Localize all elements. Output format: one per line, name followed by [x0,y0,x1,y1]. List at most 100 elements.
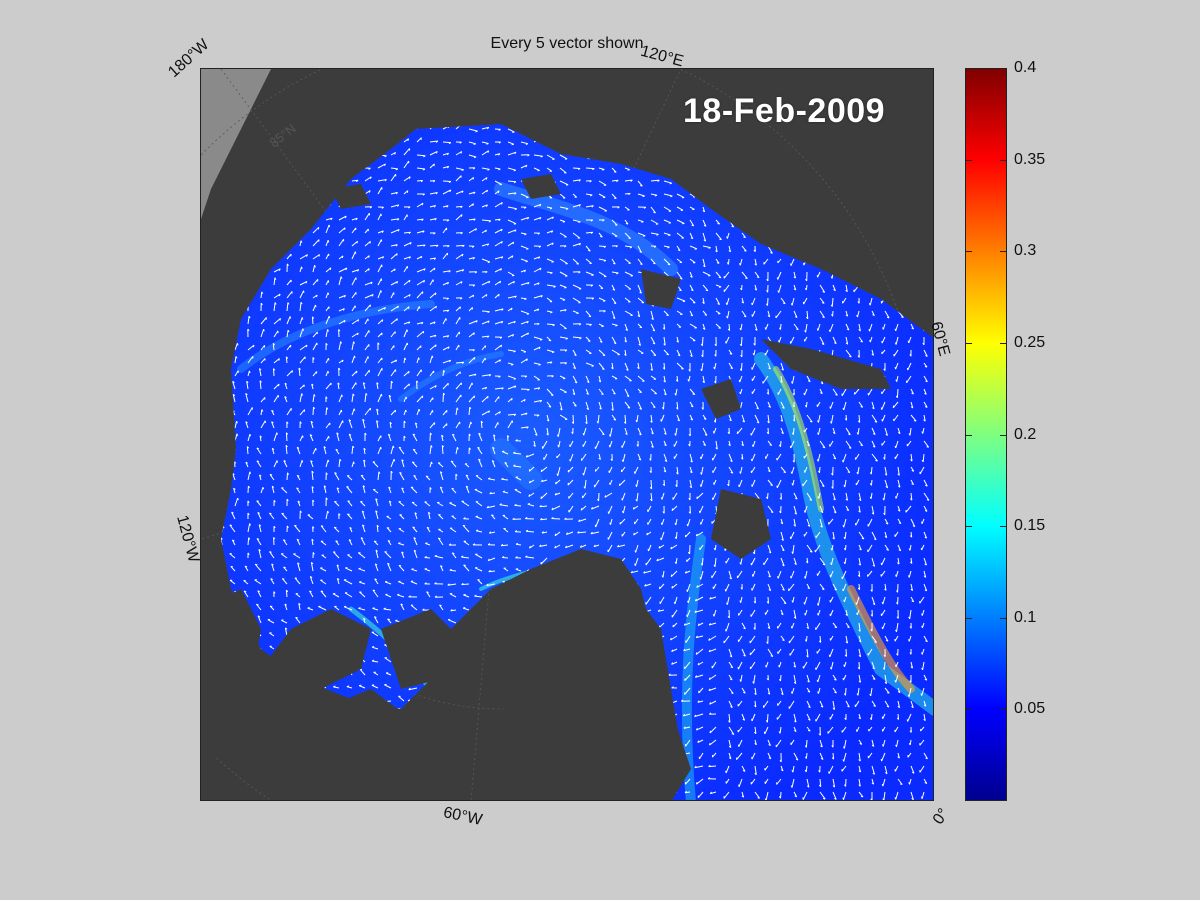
drift-vector-head [315,304,317,308]
drift-vector [871,349,874,356]
drift-vector [403,409,407,416]
drift-vector-head [469,406,472,410]
drift-vector [429,192,438,195]
drift-vector [598,375,602,383]
drift-vector [637,427,642,436]
drift-vector [260,397,266,403]
drift-vector-head [925,354,928,357]
drift-vector-head [486,143,489,145]
drift-vector [299,409,305,416]
drift-vector [780,401,785,409]
drift-vector [611,323,618,326]
drift-vector [320,525,327,533]
drift-vector [608,466,613,474]
drift-vector [377,187,383,195]
drift-vector [738,635,743,643]
drift-vector-head [515,439,518,442]
drift-vector [401,487,405,494]
drift-vector-head [478,432,481,435]
drift-vector [645,596,652,605]
drift-vector [494,344,502,351]
drift-vector-head [718,286,722,288]
drift-vector-head [236,343,239,346]
drift-vector-head [541,531,544,534]
drift-vector [871,557,876,567]
drift-vector [832,622,838,629]
drift-vector-head [528,480,531,484]
drift-vector-head [820,382,824,385]
drift-vector [767,479,773,486]
drift-vector-head [884,588,887,591]
drift-vector [465,485,470,494]
drift-vector-head [229,524,233,527]
drift-vector [858,544,862,551]
drift-vector [712,466,717,474]
drift-vector [390,359,397,364]
drift-vector [767,310,771,318]
drift-vector-head [809,420,813,423]
drift-vector-head [661,575,664,578]
drift-vector [478,433,483,442]
drift-vector [384,551,392,559]
drift-vector [909,544,912,551]
drift-vector-head [407,138,410,141]
drift-vector-head [886,316,890,319]
drift-vector-head [460,281,463,284]
drift-vector-head [428,511,431,515]
drift-vector-head [361,510,365,513]
drift-vector [910,518,916,527]
drift-vector [377,256,384,260]
drift-vector-head [473,357,476,360]
drift-vector-head [325,472,328,475]
drift-vector [621,492,626,501]
drift-vector [494,268,502,273]
drift-vector [818,414,821,423]
drift-vector [286,302,289,312]
drift-vector [598,193,606,198]
drift-vector [501,478,509,481]
drift-vector [387,540,392,546]
drift-vector-head [271,409,274,412]
drift-vector-head [634,550,637,553]
drift-vector [817,427,821,435]
drift-vector [416,255,423,260]
drift-vector-head [583,486,586,489]
drift-vector-head [831,314,834,317]
drift-vector-head [358,567,361,570]
drift-vector [364,255,370,260]
drift-vector-head [742,420,745,423]
drift-vector-head [232,393,236,397]
drift-vector [273,293,281,299]
drift-vector [650,323,656,332]
drift-vector-head [369,206,373,209]
drift-vector-head [514,192,517,195]
drift-vector-head [632,507,635,510]
drift-vector [337,382,340,390]
drift-vector [559,401,563,411]
drift-vector [377,213,382,221]
drift-vector-head [440,471,443,474]
drift-vector-head [343,295,346,298]
drift-vector-head [434,595,438,598]
drift-vector-head [804,613,806,616]
drift-vector-head [872,603,876,606]
drift-vector-head [872,433,876,436]
drift-vector-head [395,168,399,171]
drift-vector-head [320,590,324,592]
drift-vector-head [779,510,782,514]
drift-vector [507,241,514,247]
drift-vector [572,297,581,304]
drift-vector [451,487,457,494]
drift-vector-head [598,457,601,460]
drift-vector [672,622,678,628]
drift-vector-head [460,232,463,235]
drift-vector [624,349,627,356]
drift-vector-head [766,431,769,435]
drift-vector-head [745,277,748,280]
drift-vector [793,492,798,500]
drift-vector [455,306,461,312]
drift-vector-head [426,591,429,594]
drift-vector [520,332,529,338]
drift-vector [398,501,405,507]
drift-vector-head [843,547,846,551]
